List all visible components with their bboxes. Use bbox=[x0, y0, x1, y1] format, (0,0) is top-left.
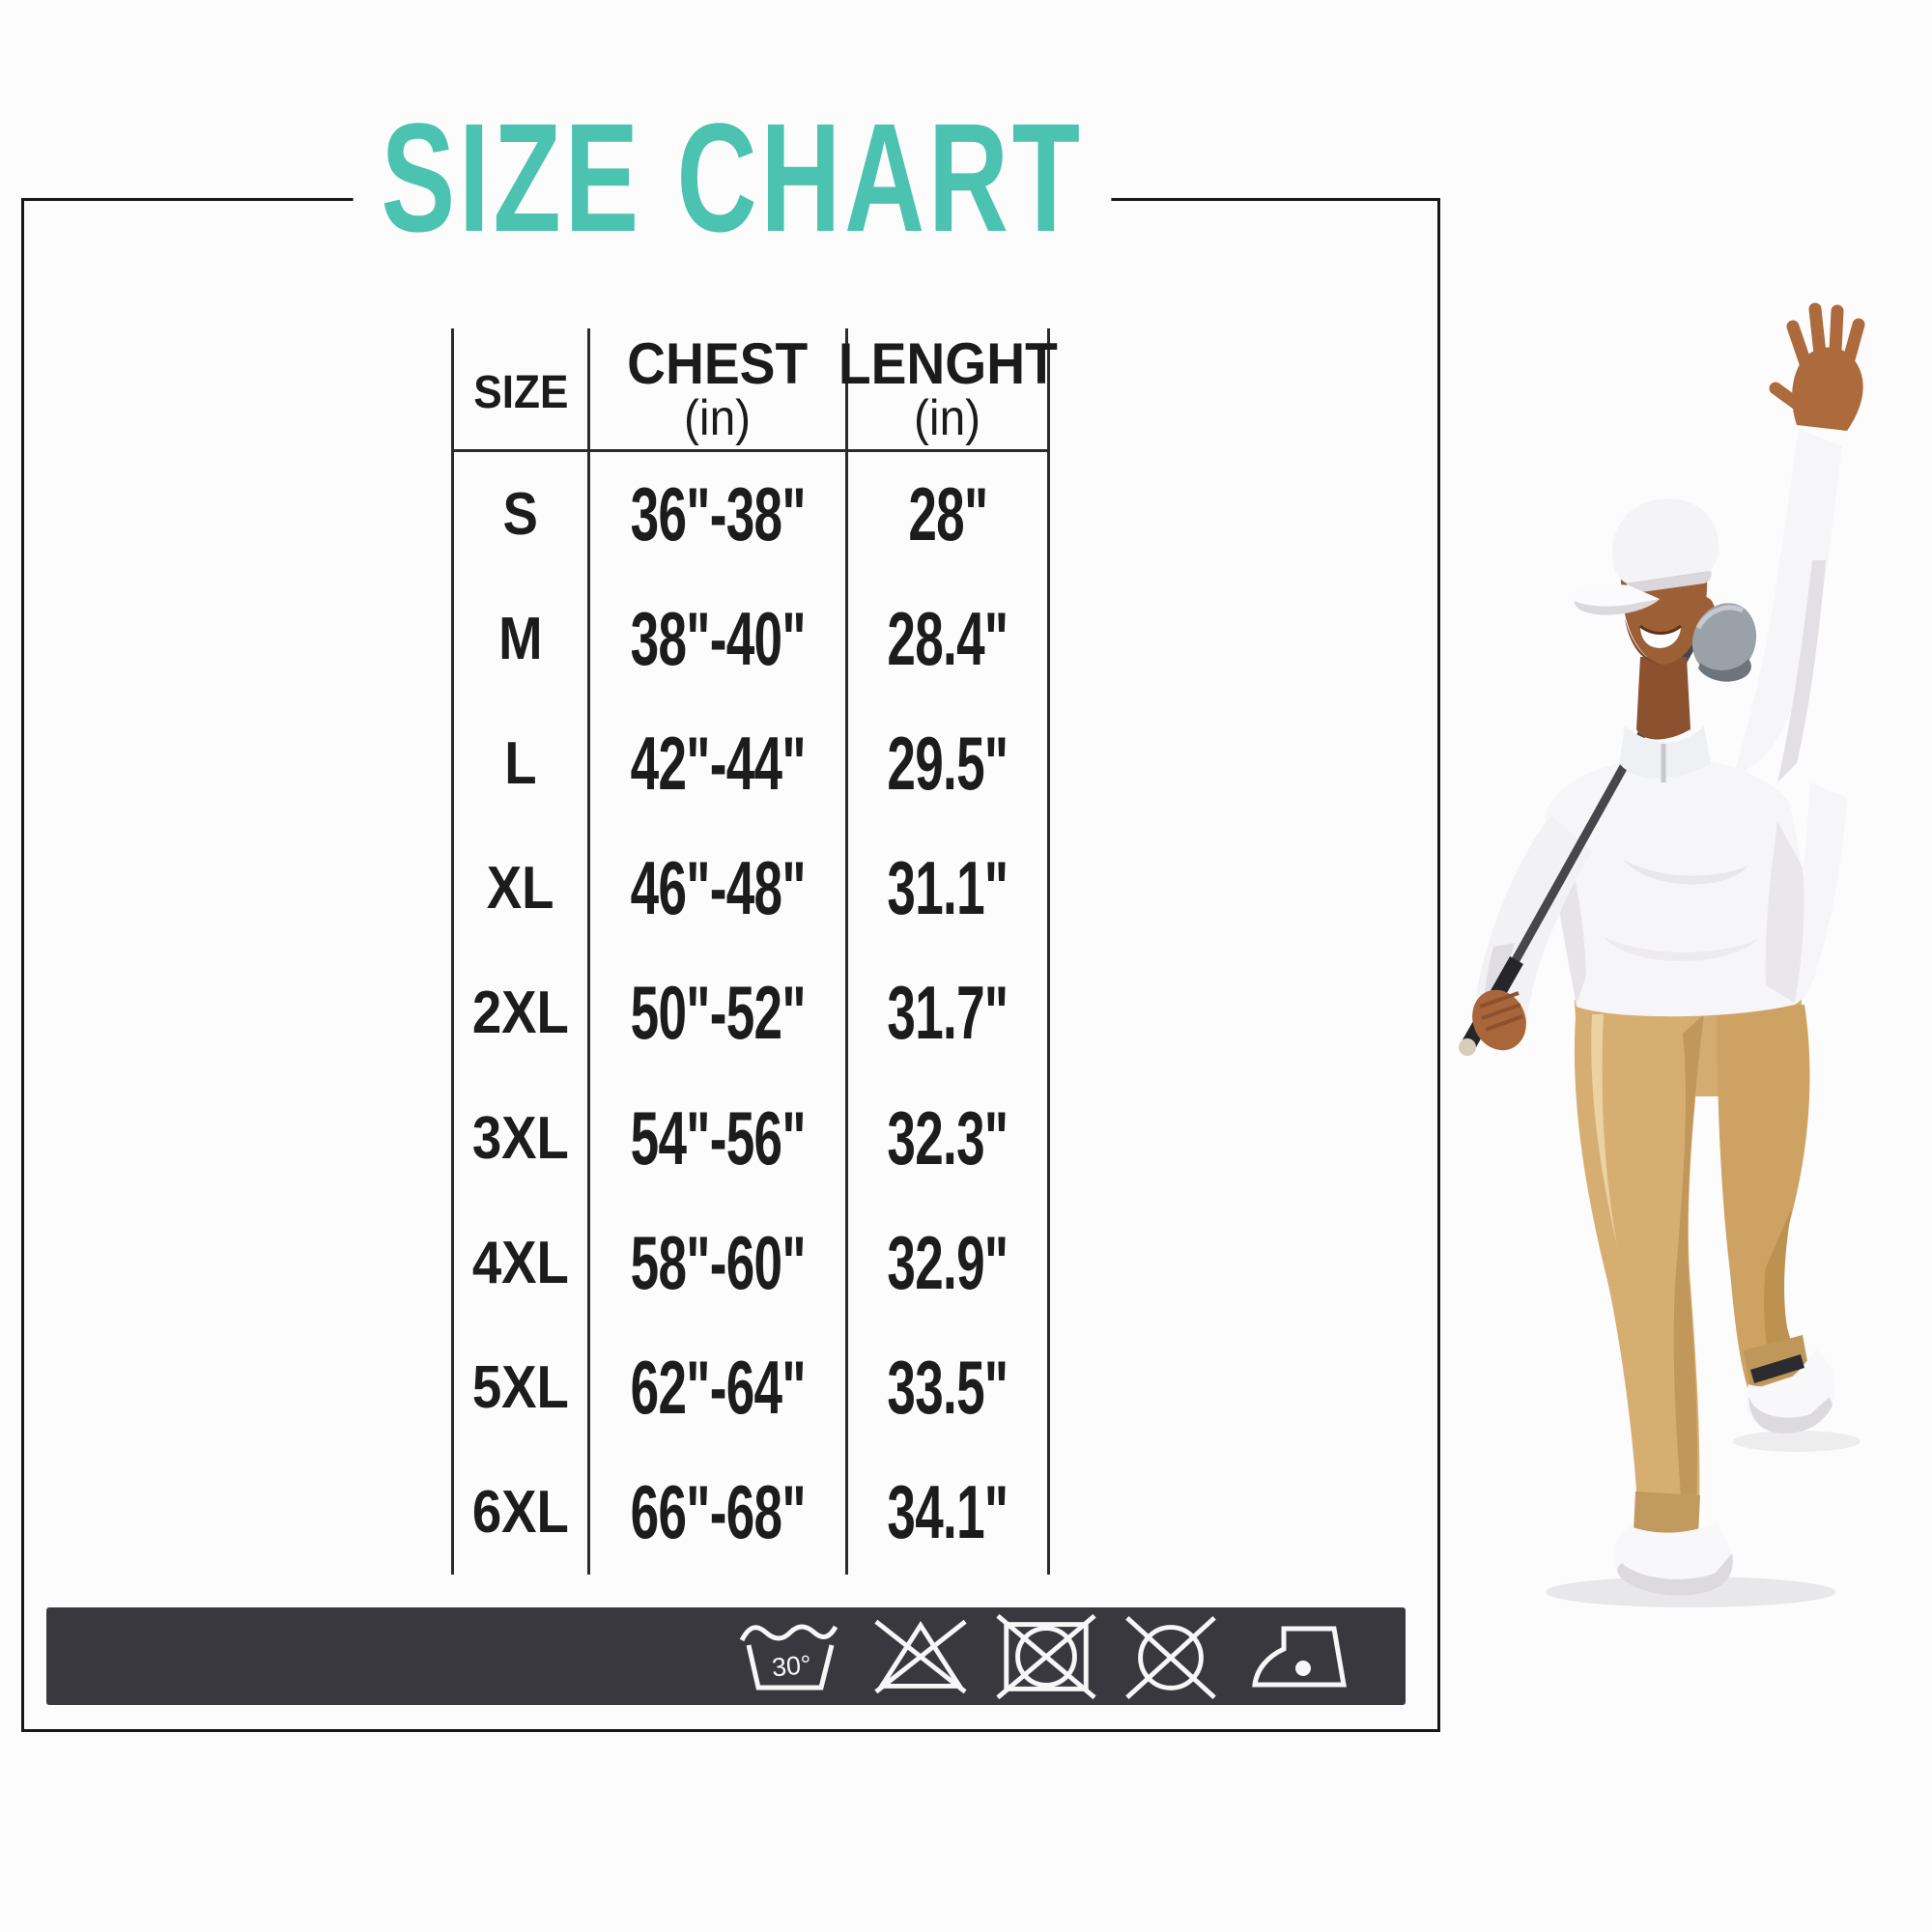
khaki-pants bbox=[1574, 1000, 1836, 1596]
page-title-text: SIZE CHART bbox=[381, 91, 1084, 264]
column-header-label: SIZE bbox=[472, 367, 569, 418]
table-row: 2XL 50"-52" 31.7" bbox=[451, 951, 1050, 1075]
table-row: 4XL 58"-60" 32.9" bbox=[451, 1201, 1050, 1325]
table-row: S 36"-38" 28" bbox=[451, 452, 1050, 577]
chest-cell: 42"-44" bbox=[630, 721, 806, 807]
chest-cell: 58"-60" bbox=[630, 1219, 806, 1305]
chest-cell: 46"-48" bbox=[630, 845, 806, 931]
size-cell: 2XL bbox=[471, 980, 570, 1047]
do-not-tumble-dry-icon bbox=[996, 1613, 1096, 1699]
column-header-length: LENGHT (in) bbox=[838, 328, 1058, 449]
length-cell: 33.5" bbox=[887, 1344, 1009, 1430]
neck-collar bbox=[1619, 657, 1711, 782]
chest-cell: 36"-38" bbox=[630, 471, 806, 557]
table-line-left bbox=[451, 328, 454, 1575]
size-cell: 4XL bbox=[471, 1229, 570, 1296]
page-title: SIZE CHART bbox=[353, 100, 1112, 255]
table-header-underline bbox=[451, 449, 1050, 452]
table-body: S 36"-38" 28" M 38"-40" 28.4" L 42"-44" … bbox=[451, 452, 1050, 1575]
size-cell: XL bbox=[487, 855, 554, 923]
column-header-size: SIZE bbox=[451, 328, 590, 449]
raised-hand bbox=[1792, 347, 1863, 431]
table-row: 6XL 66"-68" 34.1" bbox=[451, 1450, 1050, 1575]
table-row: 5XL 62"-64" 33.5" bbox=[451, 1325, 1050, 1450]
size-cell: 3XL bbox=[471, 1104, 570, 1172]
table-row: M 38"-40" 28.4" bbox=[451, 577, 1050, 701]
do-not-bleach-icon bbox=[874, 1619, 967, 1693]
grip-hand bbox=[1472, 989, 1526, 1051]
chest-cell: 38"-40" bbox=[630, 596, 806, 682]
length-cell: 31.1" bbox=[887, 845, 1009, 931]
table-line-size-chest bbox=[587, 328, 590, 1575]
length-cell: 32.9" bbox=[887, 1219, 1009, 1305]
length-cell: 34.1" bbox=[887, 1468, 1009, 1554]
model-photo bbox=[1459, 302, 1865, 1607]
length-cell: 28" bbox=[907, 471, 988, 557]
length-cell: 32.3" bbox=[887, 1094, 1009, 1180]
size-table: SIZE CHEST (in) LENGHT (in) S 36"-38" 28… bbox=[451, 328, 1058, 1575]
column-header-label: CHEST bbox=[627, 331, 809, 396]
size-cell: M bbox=[498, 606, 543, 673]
table-row: L 42"-44" 29.5" bbox=[451, 701, 1050, 826]
wash-temp-label: 30° bbox=[771, 1649, 812, 1681]
table-row: 3XL 54"-56" 32.3" bbox=[451, 1076, 1050, 1201]
size-cell: S bbox=[502, 481, 539, 549]
length-cell: 31.7" bbox=[887, 970, 1009, 1056]
chest-cell: 62"-64" bbox=[630, 1344, 806, 1430]
length-cell: 28.4" bbox=[887, 596, 1009, 682]
chest-cell: 50"-52" bbox=[630, 970, 806, 1056]
chest-cell: 54"-56" bbox=[630, 1094, 806, 1180]
white-golf-shirt bbox=[1546, 757, 1847, 1017]
machine-wash-30-icon: 30° bbox=[739, 1624, 838, 1690]
length-cell: 29.5" bbox=[887, 721, 1009, 807]
column-header-chest: CHEST (in) bbox=[590, 328, 845, 449]
table-line-right bbox=[1047, 328, 1050, 1575]
table-row: XL 46"-48" 31.1" bbox=[451, 826, 1050, 951]
chest-cell: 66"-68" bbox=[630, 1468, 806, 1554]
table-header-row: SIZE CHEST (in) LENGHT (in) bbox=[451, 328, 1058, 449]
raised-arm bbox=[1721, 302, 1865, 808]
golf-club-head bbox=[1691, 603, 1757, 682]
size-cell: 5XL bbox=[471, 1353, 570, 1421]
white-cap bbox=[1572, 498, 1719, 615]
column-header-unit: (in) bbox=[684, 390, 752, 446]
do-not-dry-clean-icon bbox=[1125, 1615, 1216, 1699]
care-icons-group: 30° bbox=[729, 1613, 1353, 1700]
care-instructions-bar: 30° bbox=[46, 1607, 1406, 1705]
table-line-chest-length bbox=[845, 328, 848, 1575]
iron-low-heat-icon bbox=[1252, 1626, 1347, 1687]
column-header-unit: (in) bbox=[914, 390, 981, 446]
size-cell: L bbox=[504, 730, 537, 798]
size-cell: 6XL bbox=[471, 1478, 570, 1546]
column-header-label: LENGHT bbox=[838, 331, 1058, 396]
